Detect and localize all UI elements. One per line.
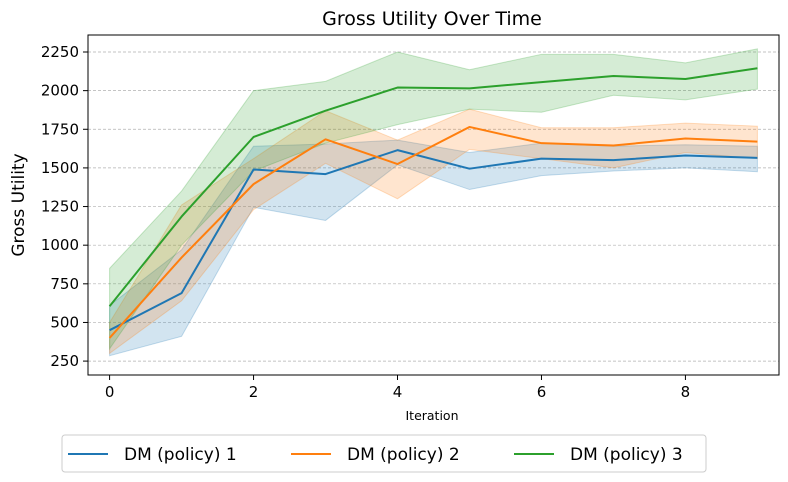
y-axis-label: Gross Utility xyxy=(9,153,29,256)
x-axis: 0 2 4 6 8 xyxy=(105,375,690,401)
x-tick-label: 4 xyxy=(393,383,403,401)
grid xyxy=(88,51,779,362)
y-tick-label: 1250 xyxy=(41,198,79,216)
y-tick-label: 250 xyxy=(50,352,79,370)
legend-label: DM (policy) 3 xyxy=(570,445,683,465)
y-tick-label: 1750 xyxy=(41,120,79,138)
x-tick-label: 8 xyxy=(681,383,691,401)
y-tick-label: 500 xyxy=(50,313,79,331)
y-tick-label: 2250 xyxy=(41,43,79,61)
plot-frame xyxy=(87,34,780,376)
x-axis-label: Iteration xyxy=(405,408,458,423)
y-tick-label: 1500 xyxy=(41,159,79,177)
x-tick-label: 6 xyxy=(537,383,547,401)
series-1-line xyxy=(109,149,758,332)
x-tick-label: 2 xyxy=(249,383,259,401)
series-lines xyxy=(108,67,758,339)
y-tick-label: 750 xyxy=(50,275,79,293)
series-3-line xyxy=(108,67,758,307)
chart-title: Gross Utility Over Time xyxy=(322,8,542,30)
confidence-bands xyxy=(109,48,758,357)
series-1-band xyxy=(109,139,758,357)
x-tick-label: 0 xyxy=(105,383,115,401)
series-3-band xyxy=(109,48,758,351)
legend-label: DM (policy) 2 xyxy=(347,445,460,465)
y-tick-label: 1000 xyxy=(41,236,79,254)
legend-label: DM (policy) 1 xyxy=(124,445,237,465)
y-tick-label: 2000 xyxy=(41,82,79,100)
series-2-line xyxy=(108,125,758,339)
legend: DM (policy) 1 DM (policy) 2 DM (policy) 3 xyxy=(61,434,707,473)
legend-box xyxy=(61,434,707,473)
y-axis: 250 500 750 1000 1250 1500 1750 2000 2250 xyxy=(41,43,88,370)
